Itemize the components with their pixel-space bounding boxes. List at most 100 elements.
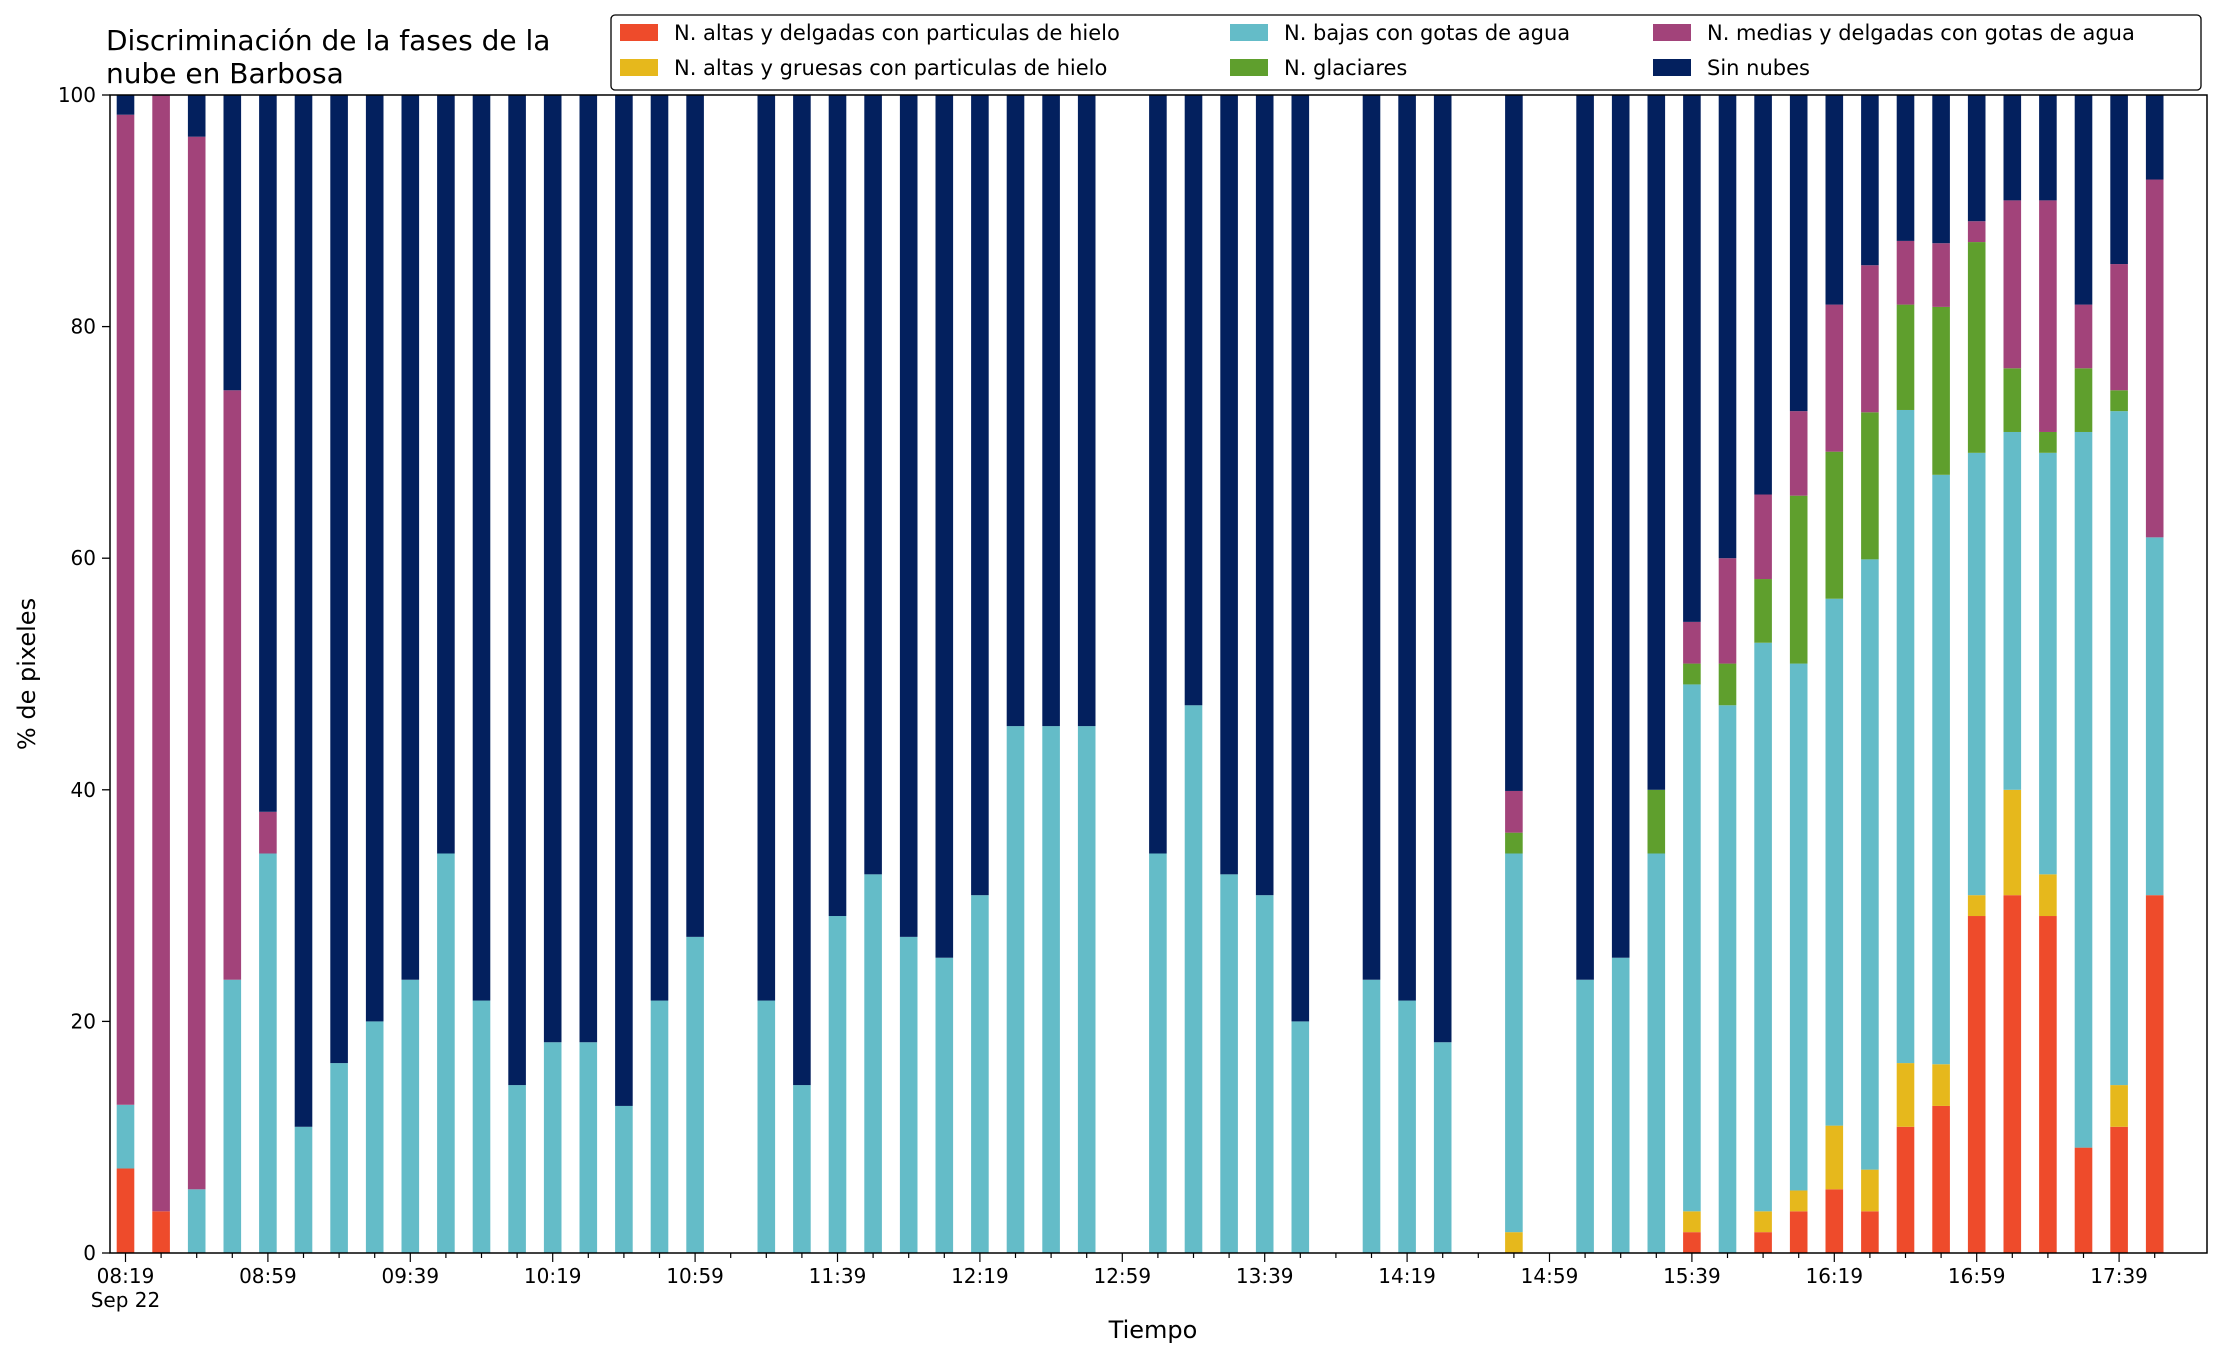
bar-segment-12-series-5 bbox=[543, 95, 562, 1043]
bar-segment-49-series-2 bbox=[1861, 559, 1879, 1170]
bar-segment-39-series-4 bbox=[1505, 790, 1523, 833]
x-tick-label-8: 09:39 bbox=[381, 1264, 439, 1288]
bar-segment-47-series-1 bbox=[1789, 1190, 1808, 1212]
bar-segment-45-series-2 bbox=[1718, 705, 1737, 1253]
bar-segment-50-series-3 bbox=[1896, 304, 1915, 410]
x-tick-label-0: 08:19 bbox=[97, 1264, 155, 1288]
bar-segment-2-series-4 bbox=[187, 136, 206, 1190]
bar-segment-46-series-0 bbox=[1754, 1232, 1772, 1253]
x-tick-label-32: 13:39 bbox=[1236, 1264, 1294, 1288]
bar-segment-13-series-5 bbox=[579, 95, 598, 1043]
bar-segment-46-series-1 bbox=[1754, 1211, 1772, 1233]
bar-segment-10-series-5 bbox=[472, 95, 491, 1001]
bar-segment-6-series-5 bbox=[330, 95, 348, 1064]
bar-segment-0-series-5 bbox=[116, 95, 135, 115]
bar-segment-23-series-5 bbox=[935, 95, 954, 958]
bar-segment-49-series-5 bbox=[1861, 95, 1879, 266]
bar-segment-24-series-5 bbox=[971, 95, 989, 896]
bar-segment-7-series-2 bbox=[365, 1021, 384, 1253]
bar-segment-15-series-5 bbox=[650, 95, 669, 1001]
y-tick-label-0: 0 bbox=[83, 1241, 96, 1265]
bar-segment-30-series-2 bbox=[1184, 705, 1203, 1253]
bar-segment-37-series-2 bbox=[1433, 1042, 1452, 1253]
bar-segment-8-series-2 bbox=[401, 979, 420, 1253]
bar-segment-45-series-5 bbox=[1718, 95, 1737, 559]
x-tick-label-4: 08:59 bbox=[239, 1264, 297, 1288]
x-tick-label-52: 16:59 bbox=[1948, 1264, 2006, 1288]
bar-segment-42-series-5 bbox=[1611, 95, 1630, 958]
bar-segment-57-series-0 bbox=[2145, 895, 2164, 1253]
bar-segment-48-series-1 bbox=[1825, 1125, 1844, 1190]
bar-segment-0-series-0 bbox=[116, 1168, 135, 1253]
bar-segment-53-series-2 bbox=[2003, 431, 2022, 790]
bar-segment-18-series-2 bbox=[757, 1000, 776, 1253]
bar-segment-13-series-2 bbox=[579, 1042, 598, 1253]
bar-segment-49-series-4 bbox=[1861, 265, 1879, 413]
bar-segment-21-series-5 bbox=[864, 95, 882, 875]
bar-segment-32-series-2 bbox=[1255, 895, 1274, 1253]
bar-segment-35-series-5 bbox=[1362, 95, 1381, 980]
legend: N. altas y delgadas con particulas de hi… bbox=[610, 14, 2202, 91]
bar-segment-27-series-2 bbox=[1077, 726, 1096, 1253]
bar-segment-53-series-0 bbox=[2003, 895, 2022, 1253]
bar-segment-45-series-3 bbox=[1718, 663, 1737, 706]
bar-segment-52-series-4 bbox=[1967, 221, 1986, 243]
legend-swatch-5 bbox=[1653, 59, 1691, 76]
bar-segment-57-series-2 bbox=[2145, 537, 2164, 896]
legend-swatch-1 bbox=[620, 59, 658, 76]
bar-segment-4-series-5 bbox=[259, 95, 277, 812]
bar-segment-9-series-5 bbox=[437, 95, 455, 854]
bar-segment-5-series-5 bbox=[294, 95, 313, 1127]
bar-segment-7-series-5 bbox=[365, 95, 384, 1022]
bar-segment-31-series-5 bbox=[1220, 95, 1238, 875]
bar-segment-36-series-2 bbox=[1398, 1000, 1416, 1253]
y-tick-label-80: 80 bbox=[71, 315, 96, 339]
bar-segment-50-series-4 bbox=[1896, 240, 1915, 305]
bar-segment-26-series-5 bbox=[1042, 95, 1060, 727]
bar-segment-31-series-2 bbox=[1220, 874, 1238, 1253]
bars-group bbox=[116, 95, 2164, 1253]
x-tick-label-28: 12:59 bbox=[1093, 1264, 1151, 1288]
legend-label-5: Sin nubes bbox=[1707, 56, 1810, 80]
bar-segment-43-series-3 bbox=[1647, 789, 1666, 854]
bar-segment-56-series-1 bbox=[2110, 1085, 2128, 1127]
bar-segment-39-series-5 bbox=[1505, 95, 1523, 791]
bar-segment-4-series-4 bbox=[259, 811, 277, 854]
bar-segment-25-series-5 bbox=[1006, 95, 1025, 727]
bar-segment-0-series-4 bbox=[116, 114, 135, 1105]
y-tick-label-40: 40 bbox=[71, 778, 96, 802]
bar-segment-33-series-5 bbox=[1291, 95, 1310, 1022]
bar-segment-19-series-2 bbox=[793, 1085, 811, 1253]
bar-segment-14-series-2 bbox=[615, 1105, 633, 1253]
bar-segment-4-series-2 bbox=[259, 853, 277, 1253]
bar-segment-32-series-5 bbox=[1255, 95, 1274, 896]
bar-segment-16-series-5 bbox=[686, 95, 704, 937]
bar-segment-56-series-3 bbox=[2110, 390, 2128, 412]
bar-segment-42-series-2 bbox=[1611, 957, 1630, 1253]
bar-segment-44-series-4 bbox=[1683, 621, 1701, 664]
legend-label-0: N. altas y delgadas con particulas de hi… bbox=[674, 21, 1120, 45]
x-tick-label-24: 12:19 bbox=[951, 1264, 1009, 1288]
x-tick-label-48: 16:19 bbox=[1805, 1264, 1863, 1288]
y-axis-label: % de pixeles bbox=[13, 598, 41, 750]
bar-segment-3-series-4 bbox=[223, 390, 242, 980]
bar-segment-51-series-4 bbox=[1932, 243, 1950, 307]
bar-segment-39-series-2 bbox=[1505, 853, 1523, 1233]
bar-segment-51-series-1 bbox=[1932, 1064, 1950, 1106]
x-tick-label-12: 10:19 bbox=[524, 1264, 582, 1288]
bar-segment-52-series-1 bbox=[1967, 895, 1986, 917]
bar-segment-44-series-1 bbox=[1683, 1211, 1701, 1233]
bar-segment-43-series-5 bbox=[1647, 95, 1666, 790]
bar-segment-48-series-4 bbox=[1825, 304, 1844, 452]
bar-segment-0-series-2 bbox=[116, 1104, 135, 1169]
y-tick-label-20: 20 bbox=[71, 1009, 96, 1033]
x-tick-label-40: 14:59 bbox=[1521, 1264, 1579, 1288]
bar-segment-29-series-2 bbox=[1149, 853, 1167, 1253]
y-tick-label-60: 60 bbox=[71, 546, 96, 570]
bar-segment-44-series-5 bbox=[1683, 95, 1701, 622]
legend-swatch-2 bbox=[1230, 24, 1268, 41]
bar-segment-2-series-2 bbox=[187, 1189, 206, 1253]
bar-segment-54-series-4 bbox=[2039, 200, 2057, 432]
